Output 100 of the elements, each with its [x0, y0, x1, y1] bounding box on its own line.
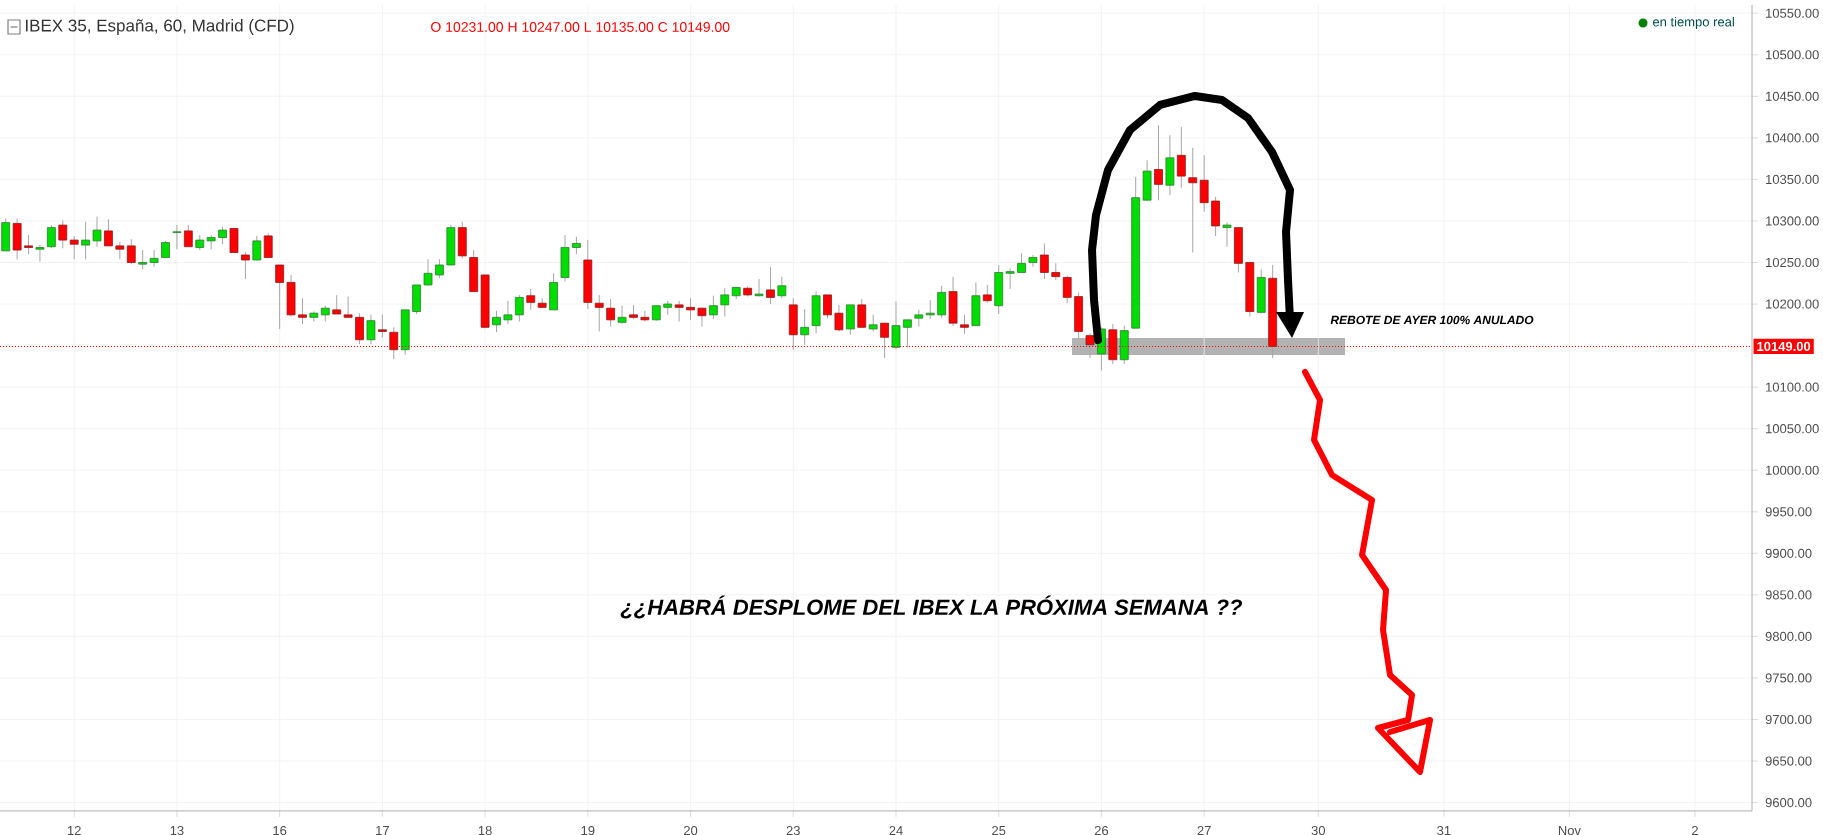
- y-tick-label: 9950.00: [1765, 507, 1812, 517]
- y-tick-label: 9900.00: [1765, 548, 1812, 558]
- candlestick: [640, 310, 650, 322]
- candlestick: [697, 306, 707, 327]
- candlestick: [46, 224, 56, 249]
- candlestick: [686, 297, 695, 321]
- y-tick-label: 10550.00: [1766, 8, 1819, 18]
- candlestick: [1176, 126, 1186, 189]
- candlestick: [720, 287, 730, 318]
- y-tick-label: 9800.00: [1765, 631, 1812, 642]
- y-tick-label: 9850.00: [1765, 590, 1812, 600]
- candlestick: [766, 266, 775, 305]
- x-tick-label: 24: [889, 825, 903, 835]
- candlestick: [343, 296, 353, 318]
- candlestick: [332, 294, 342, 315]
- candlestick: [377, 314, 387, 338]
- x-tick-label: 26: [1094, 825, 1109, 835]
- candlestick: [834, 304, 844, 332]
- candlestick: [1188, 147, 1198, 254]
- candlestick: [35, 244, 45, 263]
- candlestick: [241, 251, 250, 280]
- ref-line-label: 10149.00: [1757, 341, 1811, 352]
- x-tick-label: 31: [1437, 825, 1451, 835]
- candlestick: [115, 241, 125, 260]
- y-tick-label: 9650.00: [1765, 756, 1812, 766]
- text: O 10231.00 H 10247.00 L 10135.00 C 10149.00: [431, 22, 730, 32]
- candlestick: [423, 258, 433, 287]
- y-tick-label: 10500.00: [1766, 50, 1819, 60]
- x-tick-label: 30: [1311, 825, 1326, 835]
- x-tick-label: 23: [786, 825, 800, 835]
- x-tick-label: 19: [581, 825, 595, 835]
- candlestick: [81, 221, 90, 260]
- y-tick-label: 10100.00: [1766, 382, 1819, 392]
- candlestick: [69, 235, 79, 260]
- annotation: en tiempo real: [1652, 16, 1734, 30]
- candlestick: [1062, 275, 1072, 304]
- candlestick: [275, 264, 285, 330]
- candlestick: [24, 234, 33, 255]
- candlestick: [298, 297, 307, 325]
- candlestick: [1154, 124, 1163, 201]
- x-tick-label: 18: [478, 825, 492, 835]
- candlestick: [823, 294, 832, 319]
- annotation: REBOTE DE AYER 100% ANULADO: [1330, 315, 1534, 325]
- candlestick: [435, 258, 444, 279]
- x-tick-label: 2: [1692, 825, 1698, 835]
- candlestick: [138, 249, 148, 270]
- candlestick: [526, 288, 536, 311]
- candlestick: [891, 301, 901, 351]
- y-tick-label: 10450.00: [1766, 91, 1819, 101]
- x-tick-label: Nov: [1558, 825, 1581, 835]
- candlestick: [960, 314, 969, 335]
- candlestick: [492, 310, 501, 333]
- y-tick-label: 10000.00: [1766, 465, 1819, 475]
- candlestick: [800, 308, 810, 346]
- candlestick: [366, 314, 376, 345]
- candlestick: [104, 218, 113, 247]
- x-tick-label: 27: [1197, 825, 1211, 835]
- candlestick: [355, 312, 364, 345]
- x-tick-label: 20: [683, 825, 698, 835]
- candlestick: [754, 278, 764, 298]
- x-tick-label: 25: [992, 825, 1006, 835]
- y-tick-label: 9600.00: [1765, 798, 1812, 808]
- y-tick-label: 10300.00: [1766, 216, 1819, 226]
- candlestick: [674, 300, 684, 322]
- y-tick-label: 10250.00: [1766, 257, 1819, 268]
- x-tick-label: 17: [376, 825, 389, 835]
- candlestick: [183, 224, 193, 248]
- y-tick-label: 9700.00: [1765, 714, 1812, 725]
- candlestick: [617, 305, 627, 325]
- candlestick: [1039, 242, 1049, 280]
- candlestick: [708, 295, 718, 320]
- candlestick: [1222, 222, 1232, 248]
- y-tick-label: 10350.00: [1766, 174, 1819, 185]
- candlestick: [263, 232, 273, 259]
- y-tick-label: 10400.00: [1766, 133, 1819, 143]
- candlestick: [58, 219, 68, 249]
- x-tick-label: 12: [67, 825, 81, 835]
- candlestick: [503, 300, 513, 325]
- candlestick: [514, 294, 524, 322]
- candlestick: [777, 276, 787, 299]
- candlestick: [594, 294, 604, 332]
- annotation: ¿¿HABRÁ DESPLOME DEL IBEX LA PRÓXIMA SEMANA ??: [620, 595, 1243, 619]
- candlestick: [172, 224, 182, 250]
- y-tick-label: 10200.00: [1766, 299, 1819, 309]
- y-tick-label: 9750.00: [1765, 673, 1812, 683]
- candlestick: [857, 298, 867, 328]
- candlestick: [1199, 154, 1209, 213]
- candlestick: [92, 216, 102, 248]
- x-tick-label: 16: [273, 825, 287, 835]
- candlestick: [252, 235, 262, 261]
- y-tick-label: 10050.00: [1766, 424, 1819, 434]
- candlestick: [149, 249, 159, 268]
- candlestick: [606, 298, 616, 327]
- candlestick: [937, 285, 947, 319]
- candlestick: [1028, 254, 1038, 268]
- candlestick: [903, 319, 912, 348]
- candlestick: [126, 238, 136, 265]
- candlestick: [1005, 267, 1015, 290]
- x-tick-label: 13: [170, 825, 184, 835]
- text: IBEX 35, España, 60, Madrid (CFD): [25, 19, 294, 35]
